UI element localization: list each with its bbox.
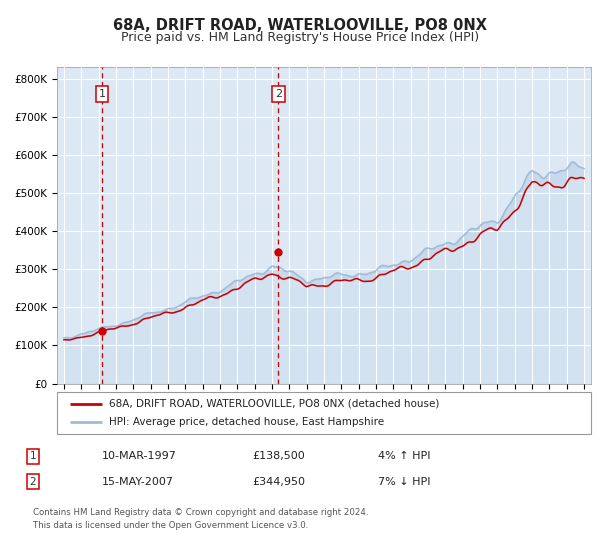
Text: Price paid vs. HM Land Registry's House Price Index (HPI): Price paid vs. HM Land Registry's House … <box>121 31 479 44</box>
Text: Contains HM Land Registry data © Crown copyright and database right 2024.
This d: Contains HM Land Registry data © Crown c… <box>33 508 368 530</box>
Text: HPI: Average price, detached house, East Hampshire: HPI: Average price, detached house, East… <box>109 417 385 427</box>
Text: 4% ↑ HPI: 4% ↑ HPI <box>378 451 431 461</box>
Text: 1: 1 <box>98 89 106 99</box>
Text: 68A, DRIFT ROAD, WATERLOOVILLE, PO8 0NX: 68A, DRIFT ROAD, WATERLOOVILLE, PO8 0NX <box>113 18 487 33</box>
Text: £138,500: £138,500 <box>252 451 305 461</box>
Text: 2: 2 <box>29 477 37 487</box>
Text: 7% ↓ HPI: 7% ↓ HPI <box>378 477 431 487</box>
Text: 10-MAR-1997: 10-MAR-1997 <box>102 451 177 461</box>
Text: 2: 2 <box>275 89 282 99</box>
Text: 68A, DRIFT ROAD, WATERLOOVILLE, PO8 0NX (detached house): 68A, DRIFT ROAD, WATERLOOVILLE, PO8 0NX … <box>109 399 440 409</box>
Text: 1: 1 <box>29 451 37 461</box>
Text: £344,950: £344,950 <box>252 477 305 487</box>
Text: 15-MAY-2007: 15-MAY-2007 <box>102 477 174 487</box>
